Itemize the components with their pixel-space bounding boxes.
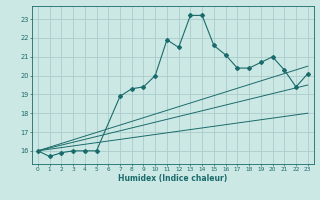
X-axis label: Humidex (Indice chaleur): Humidex (Indice chaleur) — [118, 174, 228, 183]
